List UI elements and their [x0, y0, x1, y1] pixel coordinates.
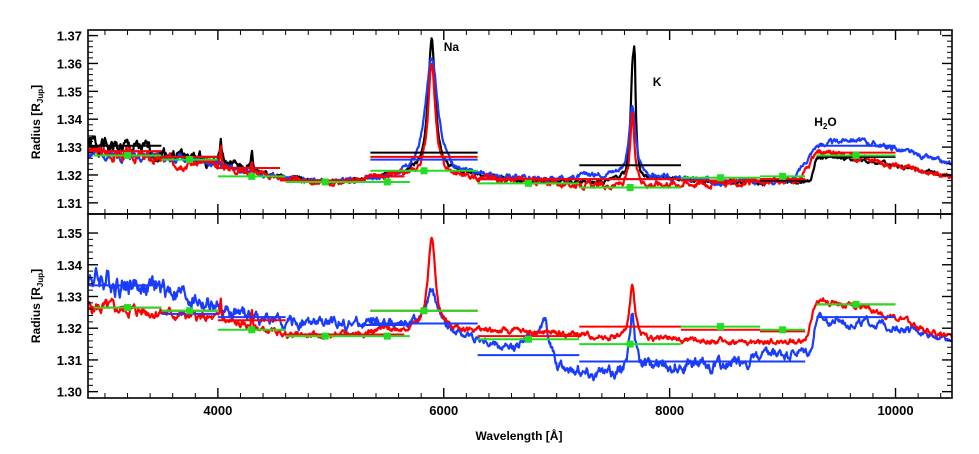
annotation-label: H2O	[814, 115, 836, 131]
bin-marker	[716, 174, 724, 182]
y-tick-label: 1.32	[57, 168, 82, 183]
y-tick-label: 1.35	[57, 226, 82, 241]
bin-marker	[248, 172, 256, 180]
y-tick-label: 1.36	[57, 56, 82, 71]
annotation-label: Na	[444, 40, 460, 54]
bin-marker	[124, 304, 132, 312]
bin-marker	[420, 307, 428, 315]
plot-area	[88, 236, 952, 382]
y-tick-label: 1.34	[57, 112, 83, 127]
y-tick-label: 1.32	[57, 321, 82, 336]
spectrum-line-blue	[88, 266, 952, 382]
bin-marker	[420, 167, 428, 175]
y-axis-title: Radius [RJup]	[29, 85, 45, 159]
bin-marker	[626, 340, 634, 348]
x-tick-label: 6000	[429, 403, 458, 418]
bin-marker	[321, 178, 329, 186]
bin-marker	[524, 335, 532, 343]
bin-marker	[852, 300, 860, 308]
x-axis-title: Wavelength [Å]	[476, 428, 563, 443]
spectrum-line-black	[88, 37, 952, 187]
x-tick-label: 8000	[655, 403, 684, 418]
x-tick-label: 4000	[203, 403, 232, 418]
x-tick-label: 10000	[877, 403, 913, 418]
bin-marker	[779, 172, 787, 180]
bin-marker	[852, 151, 860, 159]
plot-area	[88, 37, 952, 192]
spectrum-line-red	[88, 236, 952, 347]
bin-marker	[716, 323, 724, 331]
top-panel: 1.31 1.32 1.33 1.34 1.35 1.36 1.37 Radius [RJup…	[29, 29, 953, 215]
bin-marker	[321, 332, 329, 340]
bin-marker	[383, 332, 391, 340]
y-tick-label: 1.31	[57, 353, 82, 368]
bin-marker	[248, 326, 256, 334]
bin-marker	[626, 184, 634, 192]
bin-marker	[524, 179, 532, 187]
y-axis-title: Radius [RJup]	[29, 269, 45, 343]
y-tick-label: 1.37	[57, 29, 82, 44]
y-tick-label: 1.34	[57, 258, 83, 273]
y-tick-label: 1.35	[57, 84, 82, 99]
bottom-panel: 1.30 1.31 1.32 1.33 1.34 1.35 4000 6000 8000 1000…	[29, 213, 953, 418]
y-tick-label: 1.33	[57, 140, 82, 155]
bin-marker	[186, 156, 194, 164]
y-tick-label: 1.30	[57, 385, 82, 400]
y-tick-label: 1.33	[57, 289, 82, 304]
bin-marker	[186, 307, 194, 315]
y-tick-label: 1.31	[57, 196, 82, 211]
bin-marker	[124, 151, 132, 159]
annotation-label: K	[653, 75, 662, 89]
axes-frame	[87, 213, 953, 399]
bin-marker	[383, 178, 391, 186]
bin-marker	[779, 326, 787, 334]
